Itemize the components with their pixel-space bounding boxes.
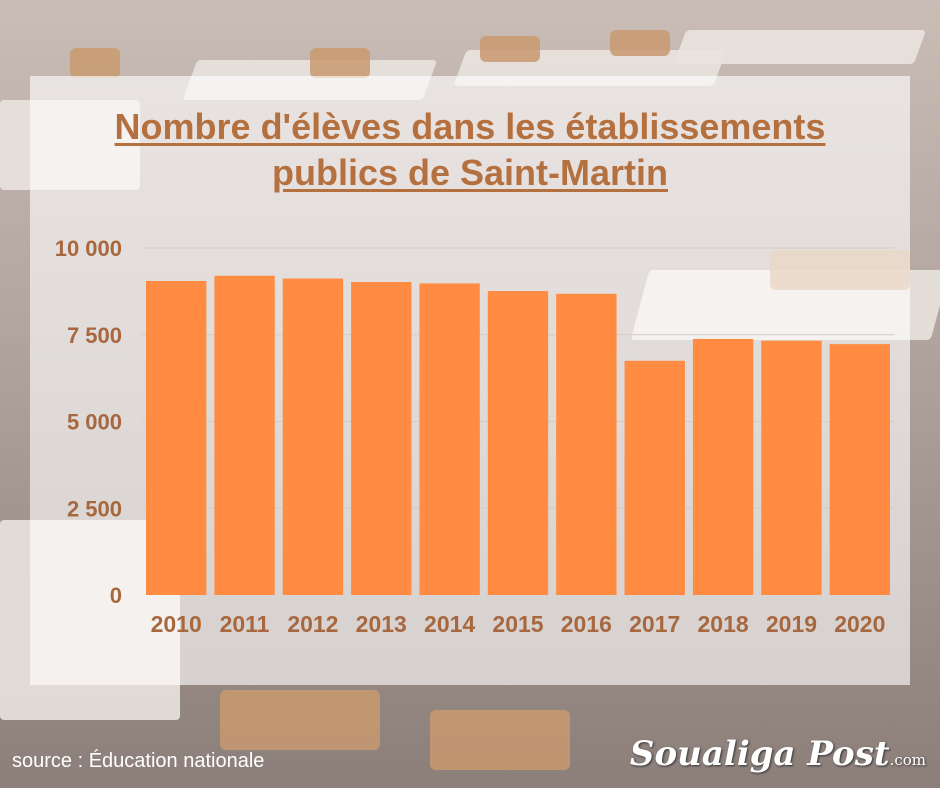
x-tick-label: 2015	[492, 611, 543, 637]
x-tick-label: 2012	[287, 611, 338, 637]
bar-2012	[282, 278, 344, 595]
bar-2010	[146, 280, 207, 595]
x-tick-label: 2010	[151, 611, 202, 637]
x-tick-label: 2017	[629, 611, 680, 637]
bar-2014	[419, 283, 480, 595]
logo-name: Soualiga Post	[629, 734, 890, 774]
bar-2011	[214, 275, 275, 595]
soualiga-post-logo: Soualiga Post.com	[630, 734, 926, 774]
y-axis-ticks: 0 2 500 5 000 7 500 10 000	[55, 236, 122, 608]
bar-2019	[761, 340, 822, 595]
x-tick-label: 2019	[766, 611, 817, 637]
chart-title-line-1: Nombre d'élèves dans les établissements	[114, 106, 826, 147]
y-tick-label: 7 500	[67, 323, 122, 348]
bars	[146, 275, 890, 595]
bar-2017	[624, 360, 685, 595]
y-tick-label: 5 000	[67, 410, 122, 435]
x-tick-label: 2011	[220, 611, 270, 637]
source-note: source : Éducation nationale	[12, 750, 265, 772]
y-tick-label: 10 000	[55, 236, 122, 261]
x-tick-label: 2013	[356, 611, 407, 637]
bar-2016	[556, 293, 617, 595]
bar-2015	[487, 291, 549, 595]
bar-2020	[829, 344, 890, 595]
x-tick-label: 2014	[424, 611, 475, 637]
x-tick-label: 2018	[698, 611, 749, 637]
x-axis-ticks: 2010 2011 2012 2013 2014 2015 2016 2017 2018 2019…	[151, 611, 886, 637]
chart-title-line-2: publics de Saint-Martin	[271, 152, 669, 193]
logo-suffix: .com	[889, 751, 926, 769]
bar-2013	[351, 282, 412, 595]
chart-title: Nombre d'élèves dans les établissements …	[30, 104, 910, 196]
x-tick-label: 2020	[834, 611, 885, 637]
y-tick-label: 0	[110, 583, 122, 608]
y-tick-label: 2 500	[67, 496, 122, 521]
x-tick-label: 2016	[561, 611, 612, 637]
bar-2018	[692, 338, 754, 595]
